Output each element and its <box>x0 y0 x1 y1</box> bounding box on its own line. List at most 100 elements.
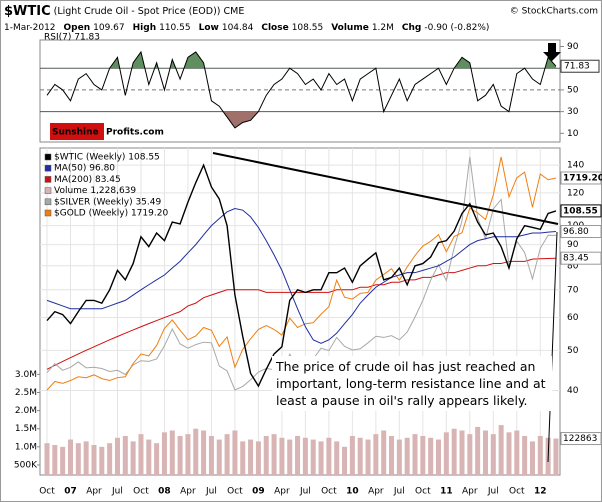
legend-entry: MA(200) 83.45 <box>54 175 121 185</box>
stat-label: Volume <box>331 23 369 33</box>
volume-bar <box>522 435 528 475</box>
volume-bar <box>114 437 120 475</box>
stat-label: Open <box>64 23 91 33</box>
last-label: 83.45 <box>563 254 589 264</box>
volume-bar <box>389 435 395 475</box>
volume-bar <box>130 441 136 475</box>
y2-tick-label: 2.0M <box>15 406 37 416</box>
y-tick-label: 120 <box>567 188 584 198</box>
stat-value: 110.55 <box>159 23 191 33</box>
x-tick-label: Apr <box>86 487 102 497</box>
stat-label: Low <box>199 23 219 33</box>
volume-bar <box>459 430 465 475</box>
y-tick-label: 60 <box>567 313 579 323</box>
volume-bar <box>310 439 316 475</box>
stat-value: 109.67 <box>93 23 125 33</box>
last-label-box <box>560 251 602 265</box>
title: $WTIC (Light Crude Oil - Spot Price (EOD)… <box>4 4 244 19</box>
y-tick-label: 80 <box>567 261 579 271</box>
rsi-legend: RSI(7) 71.83 <box>44 33 100 43</box>
legend-entry: $WTIC (Weekly) 108.55 <box>54 153 160 163</box>
y2-tick-label: 3.0M <box>15 370 37 380</box>
volume-bar <box>169 430 175 475</box>
volume-bar <box>263 435 269 475</box>
volume-bar <box>67 439 73 475</box>
volume-bar <box>490 434 496 475</box>
stat-label: Chg <box>402 23 421 33</box>
stats: 1-Mar-2012 Open 109.67 High 110.55 Low 104.84 C… <box>4 23 489 33</box>
annotation: The price of crude oil has just reached … <box>272 356 552 411</box>
x-tick-label: Jul <box>487 487 499 497</box>
volume-bar <box>396 439 402 475</box>
volume-bar <box>506 432 512 475</box>
y-tick-label: 140 <box>567 161 584 171</box>
volume-bar <box>334 441 340 475</box>
name: (Light Crude Oil - Spot Price (EOD)) CME <box>54 6 245 17</box>
volume-bar <box>240 441 246 475</box>
volume-bar <box>436 439 441 475</box>
x-tick-label: 12 <box>534 487 547 497</box>
volume-bar <box>279 437 285 475</box>
volume-bar <box>208 435 214 475</box>
price-panel <box>39 147 561 476</box>
last-label: 1719.20 <box>563 173 602 183</box>
volume-bar <box>482 430 488 475</box>
x-tick-label: Jul <box>299 487 311 497</box>
volume-bar <box>514 430 520 475</box>
x-tick-label: Apr <box>462 487 478 497</box>
x-tick-label: Oct <box>415 487 431 497</box>
last-label: 108.55 <box>563 206 598 216</box>
stat-value: -0.90 (-0.82%) <box>424 23 489 33</box>
legend-entry: $SILVER (Weekly) 35.49 <box>54 197 161 207</box>
y-tick-label: 90 <box>567 240 579 250</box>
volume-bar <box>60 446 66 475</box>
volume-bar <box>428 437 434 475</box>
volume-bar <box>255 441 261 475</box>
volume-bar <box>44 443 50 475</box>
volume-bar <box>412 434 418 475</box>
x-tick-label: Jul <box>393 487 405 497</box>
stat-label: High <box>133 23 156 33</box>
last-label-box <box>560 225 602 239</box>
volume-bar <box>475 426 481 475</box>
volume-bar <box>365 439 371 475</box>
x-tick-label: Apr <box>368 487 384 497</box>
series-line <box>46 257 556 370</box>
x-tick-label: 07 <box>64 487 77 497</box>
volume-bar <box>373 434 379 475</box>
legend-swatch <box>44 209 52 217</box>
last-label: 96.80 <box>563 227 589 237</box>
x-tick-label: Oct <box>133 487 149 497</box>
legend-swatch <box>44 176 52 183</box>
legend-swatch <box>44 153 52 161</box>
volume-bar <box>295 435 301 475</box>
logo-bg <box>50 123 104 140</box>
volume-bar <box>302 437 308 475</box>
y-tick-label: 50 <box>567 85 579 95</box>
y-tick-label: 30 <box>567 107 579 117</box>
rsi-line <box>46 50 557 129</box>
y-tick-label: 90 <box>567 42 579 52</box>
volume-bar <box>83 441 89 475</box>
volume-bar <box>107 443 113 475</box>
legend-entry: Volume 1,228,639 <box>54 186 136 196</box>
volume-bar <box>404 437 410 475</box>
volume-bar <box>177 435 183 475</box>
volume-bar <box>91 445 97 475</box>
stat-value: 1.2M <box>372 23 394 33</box>
volume-bar <box>537 435 543 475</box>
stat-value: 108.55 <box>292 23 324 33</box>
volume-bar <box>161 432 167 475</box>
volume-bar <box>138 434 144 475</box>
arrow <box>543 43 561 61</box>
volume-bar <box>75 443 81 475</box>
volume-bar <box>201 430 207 475</box>
symbol: $WTIC <box>4 4 51 19</box>
volume-bar <box>451 428 457 475</box>
volume-bar <box>381 430 387 475</box>
volume-bar <box>349 435 355 475</box>
last-label-box <box>560 171 602 185</box>
copyright: © StockCharts.com <box>510 7 598 17</box>
x-tick-label: Apr <box>180 487 196 497</box>
